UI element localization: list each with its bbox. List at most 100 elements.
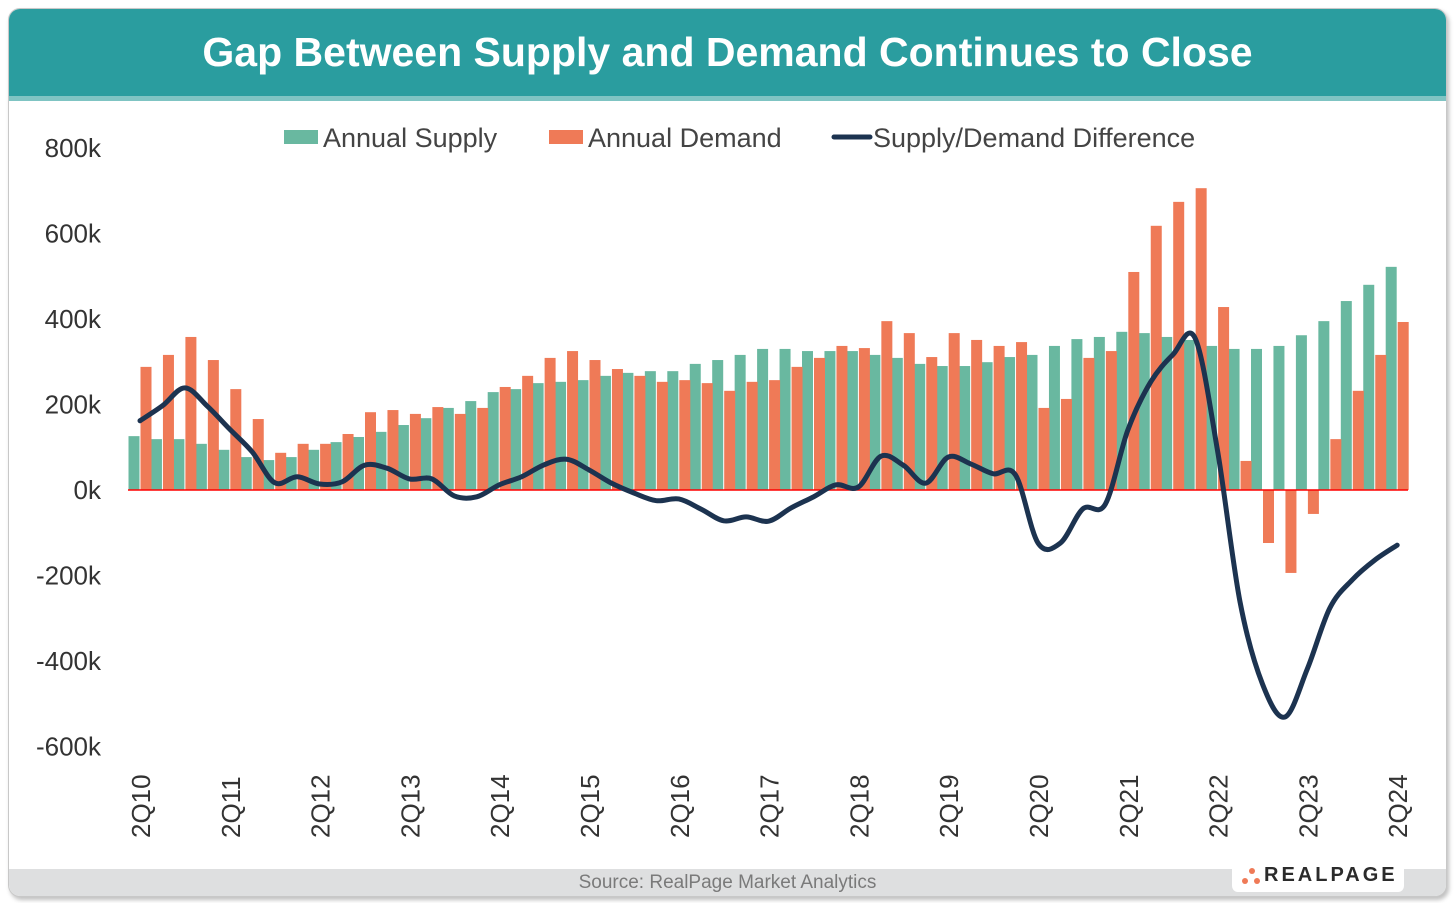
supply-bar	[914, 363, 926, 490]
demand-bar	[409, 413, 421, 490]
supply-bar	[1161, 336, 1173, 490]
supply-bar	[757, 348, 769, 490]
supply-bar	[936, 366, 948, 490]
x-tick-label: 2Q13	[395, 774, 425, 838]
supply-bar	[240, 457, 252, 490]
supply-bar	[1138, 333, 1150, 490]
x-tick-label: 2Q21	[1114, 774, 1144, 838]
demand-bar	[140, 366, 152, 490]
y-tick-label: 800k	[45, 133, 102, 163]
demand-bar	[1352, 390, 1364, 490]
demand-bar	[1083, 357, 1095, 490]
demand-bar	[342, 433, 354, 490]
demand-bar	[297, 443, 309, 490]
demand-bar	[365, 412, 376, 490]
y-tick-label: 400k	[45, 304, 102, 334]
supply-bar	[308, 449, 320, 490]
x-tick-label: 2Q15	[575, 774, 605, 838]
demand-bar	[207, 360, 219, 490]
demand-bar	[1128, 271, 1140, 490]
x-tick-label: 2Q18	[844, 774, 874, 838]
supply-bar	[1295, 335, 1307, 490]
demand-bar	[230, 389, 242, 490]
demand-bar	[814, 357, 825, 490]
demand-bar	[387, 410, 399, 490]
demand-bar	[1060, 398, 1072, 490]
demand-bar	[1307, 490, 1319, 514]
supply-bar	[128, 436, 140, 490]
demand-bar	[1016, 342, 1028, 490]
logo-dot	[1249, 868, 1255, 874]
supply-bar	[824, 351, 836, 490]
demand-bar	[1195, 188, 1207, 490]
demand-bar	[499, 386, 511, 490]
supply-bar	[689, 363, 701, 490]
supply-bar	[1363, 284, 1375, 490]
title-bar: Gap Between Supply and Demand Continues …	[9, 9, 1446, 101]
supply-bar	[1093, 336, 1105, 490]
y-tick-label: 600k	[45, 219, 102, 249]
demand-bar	[701, 383, 713, 490]
supply-bar	[734, 354, 746, 490]
supply-bar	[1273, 345, 1285, 490]
demand-bar	[611, 369, 623, 490]
supply-bar	[577, 380, 589, 490]
legend-swatch	[549, 130, 583, 144]
supply-bar	[150, 439, 162, 490]
y-tick-label: -400k	[36, 646, 102, 676]
supply-bar	[869, 354, 881, 490]
realpage-logo: REALPAGE	[1232, 858, 1404, 892]
legend-label: Annual Demand	[588, 123, 782, 153]
supply-bar	[644, 371, 656, 490]
demand-bar	[1240, 460, 1252, 490]
legend-label: Annual Supply	[323, 123, 498, 153]
demand-bar	[881, 321, 893, 490]
supply-bar	[1048, 345, 1060, 490]
supply-bar	[397, 425, 409, 490]
supply-bar	[712, 360, 724, 490]
demand-bar	[275, 452, 287, 490]
logo-dot	[1254, 878, 1260, 884]
demand-bar	[1330, 439, 1342, 490]
supply-bar	[510, 389, 522, 490]
demand-bar	[1285, 490, 1297, 573]
logo-dot	[1242, 878, 1248, 884]
supply-bar	[891, 357, 903, 490]
demand-bar	[948, 333, 960, 490]
x-tick-label: 2Q23	[1293, 774, 1323, 838]
demand-bar	[926, 357, 938, 490]
supply-bar	[555, 381, 567, 490]
demand-bar	[432, 407, 444, 490]
logo-text: REALPAGE	[1264, 864, 1398, 886]
supply-bar	[173, 439, 185, 490]
x-tick-label: 2Q14	[485, 774, 515, 838]
supply-bar	[218, 449, 230, 490]
supply-bar	[1026, 354, 1038, 490]
supply-bar	[1116, 331, 1128, 490]
supply-bar	[981, 362, 993, 490]
x-tick-label: 2Q19	[934, 774, 964, 838]
demand-bar	[1105, 351, 1117, 490]
demand-bar	[634, 375, 646, 490]
supply-bar	[442, 407, 454, 490]
supply-bar	[846, 351, 858, 490]
demand-bar	[769, 380, 781, 490]
x-tick-label: 2Q10	[126, 774, 156, 838]
demand-bar	[746, 381, 758, 490]
demand-bar	[162, 354, 174, 490]
demand-bar	[679, 380, 691, 490]
supply-bar	[1385, 266, 1397, 490]
supply-bar	[487, 392, 499, 490]
demand-bar	[454, 413, 466, 490]
supply-bar	[420, 418, 432, 490]
demand-bar	[724, 390, 736, 490]
demand-bar	[252, 419, 264, 490]
supply-bar	[285, 457, 297, 490]
demand-bar	[1218, 307, 1230, 490]
demand-bar	[1263, 490, 1274, 544]
legend-label: Supply/Demand Difference	[873, 123, 1195, 153]
demand-bar	[1150, 225, 1162, 490]
difference-line	[137, 330, 1400, 720]
supply-bar	[622, 372, 634, 490]
